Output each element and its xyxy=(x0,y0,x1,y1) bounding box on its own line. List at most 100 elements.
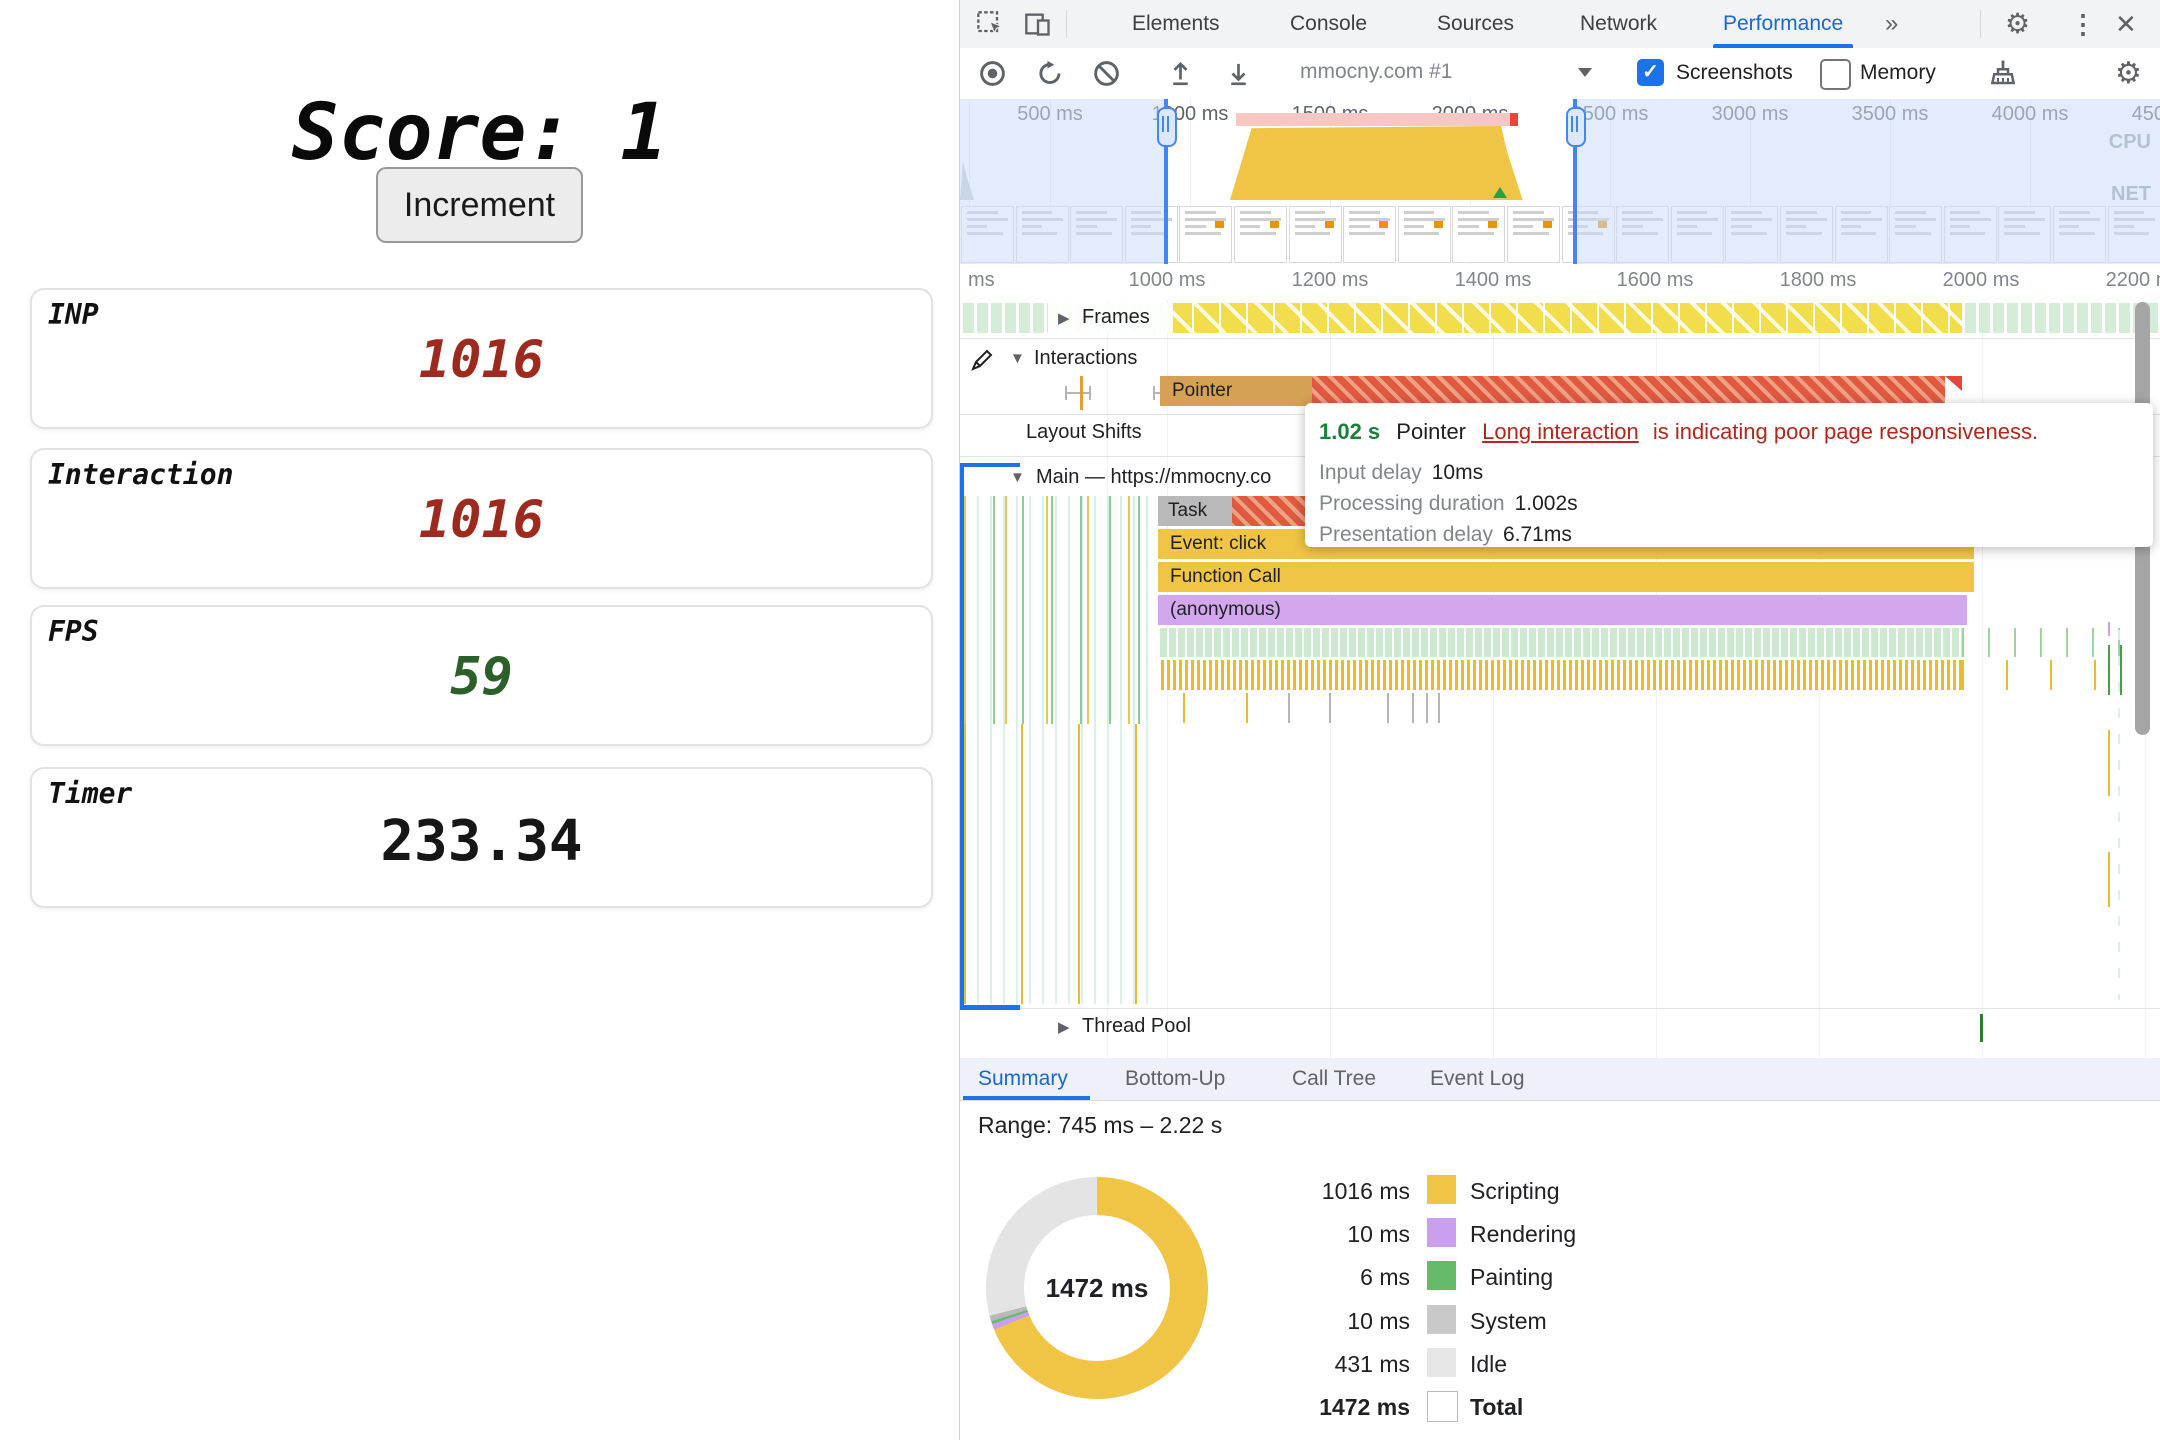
interactions-expander-icon[interactable]: ▼ xyxy=(1010,350,1025,367)
tab-summary[interactable]: Summary xyxy=(978,1067,1068,1090)
upload-profile-icon[interactable] xyxy=(1166,59,1195,88)
increment-button[interactable]: Increment xyxy=(376,167,583,243)
legend-value: 6 ms xyxy=(1360,1264,1410,1290)
tooltip-long-interaction-link[interactable]: Long interaction xyxy=(1482,419,1639,444)
garbage-collect-brush-icon[interactable] xyxy=(1988,58,2018,88)
active-bottom-tab-underline xyxy=(963,1096,1090,1100)
screenshot-thumbnail[interactable] xyxy=(1507,206,1560,263)
tab-performance[interactable]: Performance xyxy=(1723,12,1844,35)
memory-checkbox[interactable] xyxy=(1820,59,1851,90)
tab-elements[interactable]: Elements xyxy=(1132,12,1220,35)
settings-gear-icon[interactable]: ⚙ xyxy=(2005,8,2031,39)
tick xyxy=(2108,645,2110,695)
legend-value: 10 ms xyxy=(1347,1221,1410,1247)
ruler-tick: 1200 ms xyxy=(1291,269,1369,291)
tabbar-separator xyxy=(1066,10,1067,38)
track-layout-shifts[interactable]: Layout Shifts xyxy=(1026,421,1142,443)
function-call-bar[interactable]: Function Call xyxy=(1158,562,1974,592)
main-track-selection-outline xyxy=(960,463,964,1010)
more-tabs-icon[interactable]: » xyxy=(1885,10,1899,37)
score-title: Score: 1 xyxy=(291,88,668,179)
performance-toolbar: mmocny.com #1 ✓ Screenshots Memory ⚙ xyxy=(960,48,2160,136)
tab-network[interactable]: Network xyxy=(1580,12,1658,35)
devtools-tabbar: Elements Console Sources Network Perform… xyxy=(960,0,2160,49)
timeline-overview[interactable]: 500 ms 1000 ms 1500 ms 2000 ms 2500 ms 3… xyxy=(960,99,2160,265)
tab-event-log[interactable]: Event Log xyxy=(1430,1067,1525,1090)
ruler-tick: 2000 ms xyxy=(1942,269,2020,291)
legend-value-total: 1472 ms xyxy=(1319,1394,1410,1420)
task-tick xyxy=(1438,693,1440,723)
detail-ruler: ms 1000 ms 1200 ms 1400 ms 1600 ms 1800 … xyxy=(960,264,2160,301)
pointer-interaction-bar[interactable]: Pointer xyxy=(1160,376,1312,406)
anonymous-bar[interactable]: (anonymous) xyxy=(1158,595,1967,625)
timer-card-value: 233.34 xyxy=(380,809,583,874)
tab-console[interactable]: Console xyxy=(1290,12,1368,35)
screenshot-thumbnail[interactable] xyxy=(1288,206,1342,263)
tooltip-event-type: Pointer xyxy=(1396,419,1467,444)
record-icon[interactable] xyxy=(978,59,1007,88)
device-toolbar-icon[interactable] xyxy=(1024,10,1052,38)
tooltip-row: Input delay 10ms xyxy=(1319,461,1484,484)
selection-handle-left[interactable] xyxy=(1157,99,1177,264)
memory-label[interactable]: Memory xyxy=(1860,61,1936,84)
donut-total: 1472 ms xyxy=(1045,1273,1149,1303)
screenshot-thumbnail[interactable] xyxy=(1234,206,1287,263)
inspect-element-icon[interactable] xyxy=(976,10,1004,38)
tick xyxy=(2108,730,2110,796)
tick xyxy=(2120,645,2122,695)
interaction-card-label: Interaction xyxy=(48,458,234,491)
interaction-card-value: 1016 xyxy=(418,490,545,550)
close-devtools-icon[interactable]: ✕ xyxy=(2115,9,2137,39)
tab-sources[interactable]: Sources xyxy=(1437,12,1515,35)
legend-label: System xyxy=(1470,1308,1547,1334)
reload-record-icon[interactable] xyxy=(1036,59,1065,88)
tick-column xyxy=(2118,630,2120,1000)
screenshot-thumbnail[interactable] xyxy=(1397,206,1451,263)
clear-recording-icon[interactable] xyxy=(1092,59,1121,88)
ruler-tick: 1400 ms xyxy=(1454,269,1532,291)
main-track-selection-outline-top xyxy=(960,463,1020,467)
pointer-bar-end-cap xyxy=(1945,376,1962,391)
interaction-whisker xyxy=(1065,392,1091,394)
js-samples-row xyxy=(1158,660,1962,690)
active-tab-underline xyxy=(1713,44,1853,48)
thread-pool-expander-icon[interactable]: ▶ xyxy=(1058,1019,1070,1036)
main-expander-icon[interactable]: ▼ xyxy=(1010,469,1025,486)
kebab-menu-icon[interactable]: ⋮ xyxy=(2070,9,2096,39)
screenshots-checkbox[interactable]: ✓ xyxy=(1637,59,1664,86)
track-main[interactable]: Main — https://mmocny.co xyxy=(1036,466,1272,488)
legend-label-total: Total xyxy=(1470,1394,1524,1420)
fps-card-value: 59 xyxy=(450,647,513,707)
track-interactions[interactable]: Interactions xyxy=(1034,347,1138,369)
track-thread-pool[interactable]: Thread Pool xyxy=(1082,1015,1191,1037)
pointer-long-interaction-bar[interactable] xyxy=(1300,376,1945,406)
interaction-whisker xyxy=(1153,392,1160,394)
tab-bottom-up[interactable]: Bottom-Up xyxy=(1125,1067,1226,1090)
flame-chart-tracks[interactable]: ▶ Frames ▼ Interactions Pointer Layout S… xyxy=(960,300,2160,1058)
edit-pencil-icon[interactable] xyxy=(970,348,994,372)
profile-select-caret[interactable] xyxy=(1578,68,1592,77)
timer-card-label: Timer xyxy=(48,777,133,810)
tooltip-row: Presentation delay 6.71ms xyxy=(1319,523,1572,546)
mini-tasks-left xyxy=(964,496,1156,724)
tick xyxy=(2108,852,2110,907)
screenshots-label[interactable]: Screenshots xyxy=(1676,61,1793,84)
screenshot-thumbnail[interactable] xyxy=(1452,206,1506,263)
inp-card: INP 1016 xyxy=(30,288,933,429)
screenshot-thumbnail[interactable] xyxy=(1343,206,1397,263)
overview-dim-right xyxy=(1575,99,2160,264)
download-profile-icon[interactable] xyxy=(1224,59,1253,88)
task-tick xyxy=(1246,693,1248,723)
capture-settings-gear-icon[interactable]: ⚙ xyxy=(2115,57,2142,90)
screenshot-thumbnail[interactable] xyxy=(1179,206,1233,263)
track-frames[interactable]: Frames xyxy=(1082,306,1150,328)
gc-activity-row xyxy=(1158,628,1962,657)
profile-select[interactable]: mmocny.com #1 xyxy=(1300,60,1453,83)
frames-pattern-yellow xyxy=(1165,303,1962,333)
legend-value: 1016 ms xyxy=(1321,1178,1410,1204)
ruler-tick: 1800 ms xyxy=(1779,269,1857,291)
selection-handle-right[interactable] xyxy=(1566,99,1586,264)
tab-call-tree[interactable]: Call Tree xyxy=(1292,1067,1377,1090)
frames-expander-icon[interactable]: ▶ xyxy=(1058,310,1070,327)
legend-label: Painting xyxy=(1470,1264,1554,1290)
